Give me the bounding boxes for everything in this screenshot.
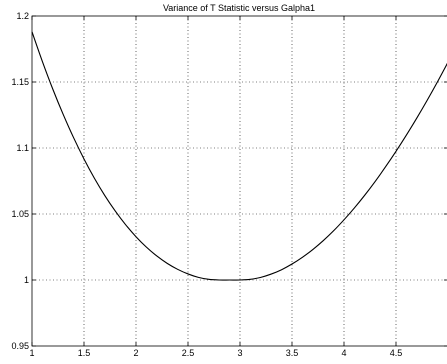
x-tick-label: 2.5	[182, 348, 195, 358]
y-tick-label: 1.05	[11, 209, 29, 219]
x-tick-label: 3.5	[286, 348, 299, 358]
chart-title: Variance of T Statistic versus Galpha1	[163, 3, 315, 13]
y-tick-label: 1.1	[16, 143, 29, 153]
x-tick-label: 1.5	[78, 348, 91, 358]
y-tick-label: 1	[24, 275, 29, 285]
x-tick-label: 4	[341, 348, 346, 358]
grid	[32, 16, 447, 346]
series-line	[31, 31, 447, 281]
x-tick-label: 3	[237, 348, 242, 358]
x-tick-label: 4.5	[390, 348, 403, 358]
y-tick-label: 0.95	[11, 341, 29, 351]
y-tick-label: 1.15	[11, 77, 29, 87]
x-tick-label: 2	[133, 348, 138, 358]
x-tick-label: 1	[29, 348, 34, 358]
y-tick-label: 1.2	[16, 11, 29, 21]
plot-frame	[31, 15, 447, 347]
axis-ticks	[31, 15, 447, 347]
